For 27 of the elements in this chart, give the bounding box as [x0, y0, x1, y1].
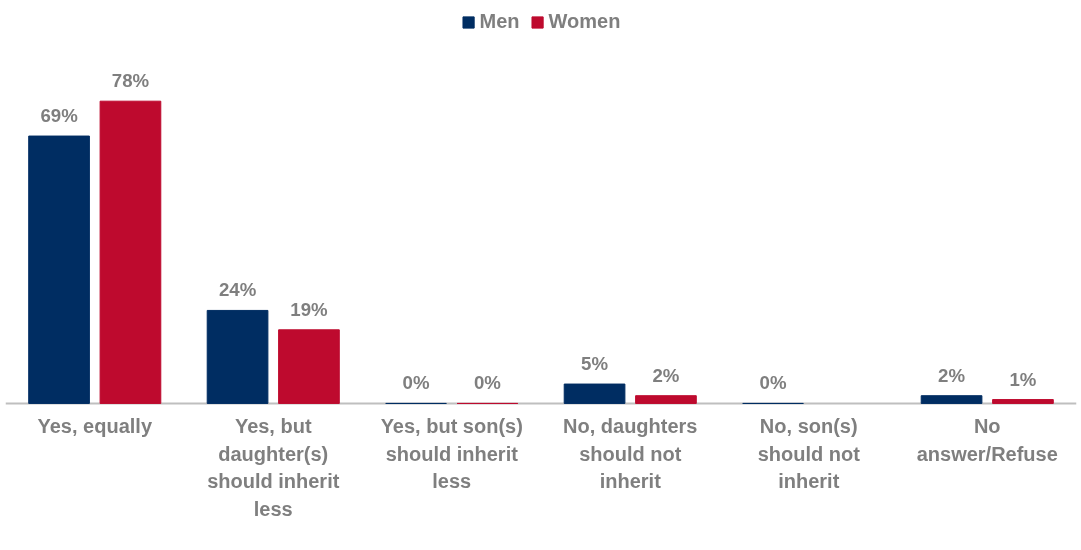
legend-label: Men [479, 10, 520, 33]
legend-label: Women [548, 10, 621, 33]
bar [206, 309, 269, 404]
x-tick-label: No answer/Refuse [916, 415, 1058, 465]
bar [563, 383, 626, 404]
bar [278, 329, 340, 404]
data-label: 69% [40, 105, 79, 127]
data-label: 0% [402, 372, 430, 394]
bar [28, 135, 90, 404]
data-label: 2% [652, 364, 680, 386]
bar [992, 399, 1054, 404]
x-tick-label: Yes, but son(s) should inherit less [380, 415, 523, 493]
data-label: 19% [290, 298, 329, 320]
data-label: 24% [218, 279, 257, 301]
data-label: 2% [938, 364, 966, 386]
data-label: 1% [1009, 368, 1037, 390]
data-label: 78% [111, 70, 150, 92]
data-label: 0% [759, 372, 787, 394]
x-tick-label: No, daughters should not inherit [563, 415, 698, 493]
bar [920, 395, 983, 404]
data-label: 0% [473, 372, 502, 394]
x-tick-label: Yes, but daughter(s) should inherit less [207, 415, 340, 520]
bar [635, 395, 697, 404]
data-label: 5% [581, 353, 609, 375]
x-tick-label: No, son(s) should not inherit [757, 415, 861, 493]
bar [99, 100, 162, 404]
x-tick-label: Yes, equally [37, 415, 153, 438]
